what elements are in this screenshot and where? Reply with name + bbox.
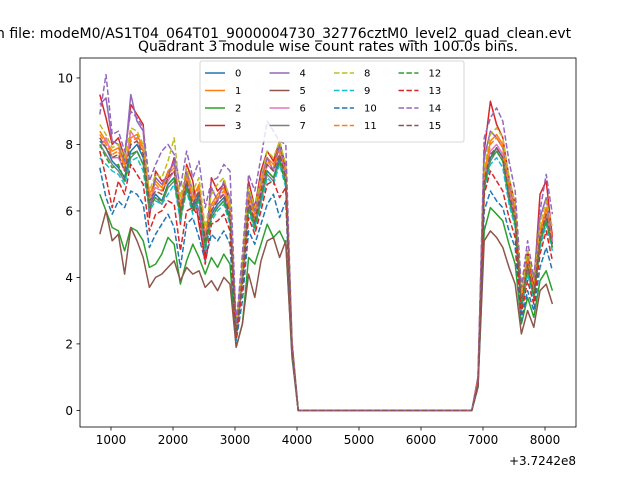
series-line-5 (99, 210, 554, 412)
x-tick-label: 6000 (406, 433, 437, 447)
plot-frame (79, 57, 577, 428)
legend-label: 6 (300, 104, 306, 115)
series-line-10 (99, 167, 554, 412)
legend-label: 14 (429, 104, 442, 115)
figure-suptitle: n file: modeM0/AS1T04_064T01_9000004730_… (0, 26, 572, 42)
chart-title: Quadrant 3 module wise count rates with … (138, 39, 518, 55)
series-line-8 (99, 124, 554, 412)
x-offset-label: +3.7242e8 (509, 454, 576, 468)
x-tick-label: 4000 (282, 433, 313, 447)
legend-label: 13 (429, 86, 442, 97)
legend-label: 5 (300, 86, 306, 97)
series-line-13 (99, 150, 554, 412)
legend-label: 12 (429, 69, 442, 80)
series-line-14 (99, 73, 554, 412)
series-line-11 (99, 134, 554, 412)
legend-label: 0 (235, 69, 241, 80)
y-tick-label: 6 (65, 204, 73, 218)
x-axis: 1000 2000 3000 4000 5000 6000 7000 8000 (96, 427, 561, 447)
y-tick-label: 8 (65, 138, 73, 152)
x-tick-label: 2000 (158, 433, 189, 447)
legend-label: 8 (364, 69, 370, 80)
legend-label: 15 (429, 121, 442, 132)
plot-lines (99, 73, 554, 412)
legend-box (199, 60, 465, 143)
x-tick-label: 1000 (96, 433, 127, 447)
y-tick-label: 0 (65, 404, 73, 418)
legend-label: 7 (300, 121, 306, 132)
x-tick-label: 8000 (530, 433, 561, 447)
y-tick-label: 4 (65, 271, 73, 285)
y-tick-label: 10 (58, 71, 73, 85)
x-tick-label: 5000 (344, 433, 375, 447)
y-tick-label: 2 (65, 337, 73, 351)
legend-label: 4 (300, 69, 306, 80)
legend-label: 10 (364, 104, 377, 115)
legend-label: 2 (235, 104, 241, 115)
legend-label: 3 (235, 121, 241, 132)
legend-label: 11 (364, 121, 377, 132)
legend-label: 9 (364, 86, 370, 97)
x-tick-label: 7000 (468, 433, 499, 447)
series-line-12 (99, 144, 554, 412)
series-line-15 (99, 137, 554, 412)
y-axis: 0 2 4 6 8 10 (58, 71, 80, 418)
x-tick-label: 3000 (220, 433, 251, 447)
legend-label: 1 (235, 86, 241, 97)
series-line-2 (99, 194, 554, 412)
